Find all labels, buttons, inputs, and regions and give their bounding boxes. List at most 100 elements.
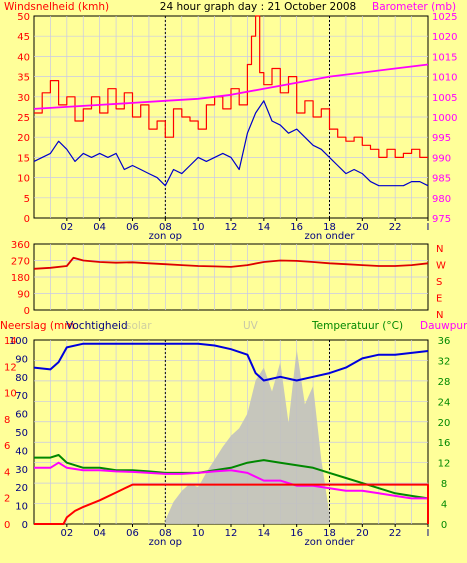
temperature-axis-title: Temperatuur (°C) <box>311 320 403 332</box>
temperature-y-tick-label: 32 <box>438 356 451 367</box>
wind-y-tick-label: 20 <box>17 133 30 144</box>
wind-y-tick-label: 30 <box>17 93 30 104</box>
barometer-y-tick-label: 1005 <box>432 93 457 104</box>
series-wind-direction <box>33 256 429 270</box>
barometer-y-tick-label: 985 <box>432 174 451 185</box>
sunset-label: zon onder <box>305 231 356 242</box>
barometer-y-tick-label: 990 <box>432 153 451 164</box>
humidity-y-tick-label: 90 <box>15 354 28 365</box>
sunrise-label: zon op <box>149 231 182 242</box>
x-tick-label: 04 <box>93 222 106 233</box>
x-tick-label: 18 <box>323 528 336 539</box>
wind-y-tick-label: 0 <box>24 214 30 225</box>
wind-y-tick-label: 10 <box>17 174 30 185</box>
x-tick-label: 06 <box>126 222 139 233</box>
humidity-y-tick-label: 60 <box>15 410 28 421</box>
rain-y-tick-label: 0 <box>4 520 10 531</box>
series-temperature <box>34 454 429 500</box>
wind-y-tick-label: 35 <box>17 73 30 84</box>
rain-y-tick-label: 12 <box>4 362 17 373</box>
rain-humidity-temperature-panel: 0102030405060708090100024681012140481216… <box>4 336 450 548</box>
rain-axis-title: Neerslag (mm <box>0 320 74 332</box>
wind-y-tick-label: 15 <box>17 153 30 164</box>
wind-barometer-panel: 0510152025303540455097598098599099510001… <box>17 12 457 242</box>
series-average <box>33 100 429 187</box>
series-gust <box>34 15 428 158</box>
uv-label: UV <box>243 320 259 332</box>
compass-label: E <box>436 294 442 305</box>
barometer-y-tick-label: 1015 <box>432 52 457 63</box>
direction-y-tick-label: 90 <box>17 290 30 301</box>
wind-y-tick-label: 40 <box>17 52 30 63</box>
direction-y-tick-label: 270 <box>11 257 30 268</box>
wind-speed-axis-title: Windsnelheid (kmh) <box>4 1 109 13</box>
rain-y-tick-label: 10 <box>4 389 17 400</box>
x-tick-label: 10 <box>192 528 205 539</box>
x-tick-label: 22 <box>389 528 402 539</box>
x-tick-label: I <box>427 528 430 539</box>
series-barometer <box>33 63 429 110</box>
temperature-y-tick-label: 8 <box>441 479 447 490</box>
barometer-axis-title: Barometer (mb) <box>372 1 456 13</box>
x-tick-label: 06 <box>126 528 139 539</box>
barometer-y-tick-label: 1025 <box>432 12 457 23</box>
barometer-y-tick-label: 995 <box>432 133 451 144</box>
rain-y-tick-label: 2 <box>4 494 10 505</box>
x-tick-label: 14 <box>257 222 270 233</box>
humidity-y-tick-label: 0 <box>22 520 28 531</box>
temperature-y-tick-label: 0 <box>441 520 447 531</box>
rain-y-tick-label: 8 <box>4 415 10 426</box>
temperature-y-tick-label: 12 <box>438 459 451 470</box>
series-humidity <box>33 342 429 382</box>
series-rain <box>34 483 429 525</box>
humidity-y-tick-label: 20 <box>15 483 28 494</box>
x-tick-label: 14 <box>257 528 270 539</box>
rain-y-tick-label: 4 <box>4 467 10 478</box>
direction-y-tick-label: 0 <box>24 306 30 317</box>
temperature-y-tick-label: 4 <box>441 500 447 511</box>
humidity-y-tick-label: 70 <box>15 391 28 402</box>
chart-title: 24 hour graph day : 21 October 2008 <box>160 1 356 13</box>
barometer-y-tick-label: 1020 <box>432 32 457 43</box>
x-tick-label: 20 <box>356 222 369 233</box>
humidity-axis-title: Vochtigheid <box>66 320 128 332</box>
x-tick-label: 08 <box>159 222 172 233</box>
wind-y-tick-label: 5 <box>24 194 30 205</box>
x-tick-label: 18 <box>323 222 336 233</box>
sunset-label: zon onder <box>305 537 356 548</box>
wind-y-tick-label: 45 <box>17 32 30 43</box>
barometer-y-tick-label: 1000 <box>432 113 457 124</box>
x-tick-label: 10 <box>192 222 205 233</box>
direction-y-tick-label: 180 <box>11 273 30 284</box>
x-tick-label: 22 <box>389 222 402 233</box>
x-tick-label: 12 <box>225 528 238 539</box>
humidity-y-tick-label: 40 <box>15 446 28 457</box>
rain-y-tick-label: 14 <box>4 336 17 347</box>
sunrise-label: zon op <box>149 537 182 548</box>
x-tick-label: 20 <box>356 528 369 539</box>
direction-y-tick-label: 360 <box>11 240 30 251</box>
x-tick-label: 02 <box>60 222 73 233</box>
temperature-y-tick-label: 28 <box>438 377 451 388</box>
series-dewpoint <box>34 461 428 500</box>
temperature-y-tick-label: 24 <box>438 397 451 408</box>
solar-label: solar <box>126 320 152 332</box>
barometer-y-tick-label: 1010 <box>432 73 457 84</box>
humidity-y-tick-label: 80 <box>15 373 28 384</box>
dewpoint-axis-title: Dauwpunt <box>420 320 467 332</box>
wind-y-tick-label: 25 <box>17 113 30 124</box>
x-tick-label: 08 <box>159 528 172 539</box>
x-tick-label: 12 <box>225 222 238 233</box>
wind-y-tick-label: 50 <box>17 12 30 23</box>
barometer-y-tick-label: 980 <box>432 194 451 205</box>
humidity-y-tick-label: 30 <box>15 465 28 476</box>
series-solar <box>165 349 330 524</box>
x-tick-label: 16 <box>290 528 303 539</box>
x-tick-label: 04 <box>93 528 106 539</box>
compass-label: N <box>436 244 443 255</box>
humidity-y-tick-label: 10 <box>15 502 28 513</box>
x-tick-label: 16 <box>290 222 303 233</box>
